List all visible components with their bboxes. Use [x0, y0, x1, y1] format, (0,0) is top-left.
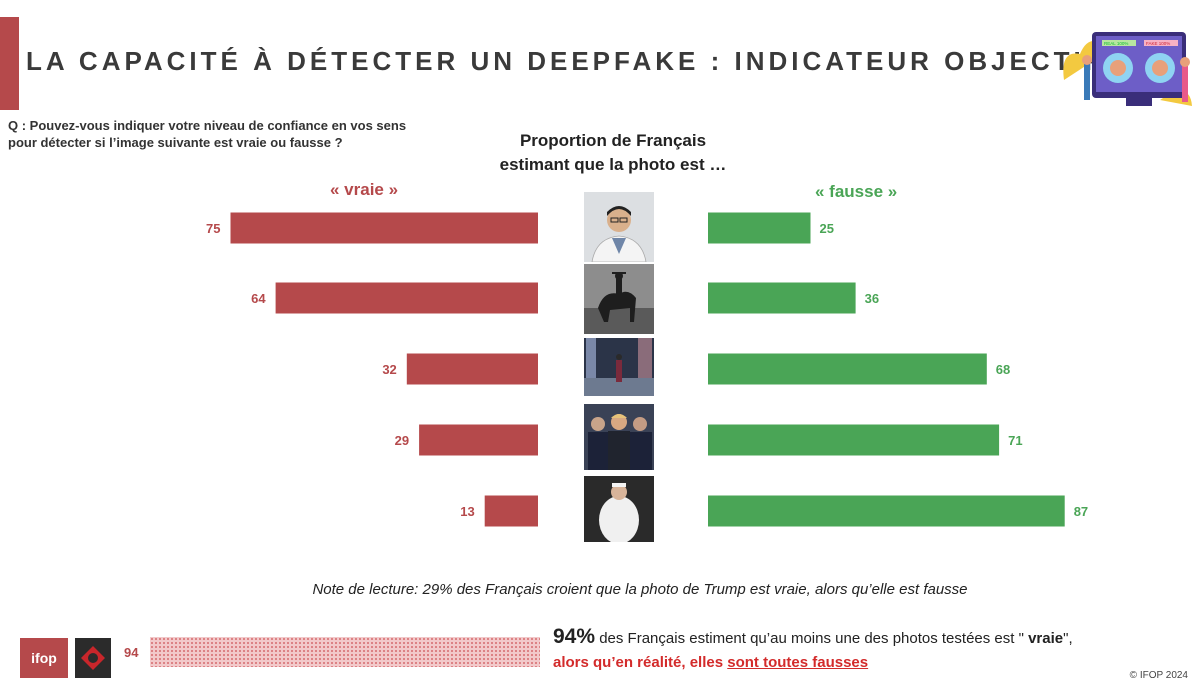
- bottom-summary-text: 94% des Français estiment qu’au moins un…: [553, 625, 1073, 675]
- bottom-red-underlined: sont toutes fausses: [727, 654, 868, 671]
- bottom-red-text: alors qu’en réalité, elles: [553, 654, 727, 671]
- bar-fausse-0: [708, 213, 811, 244]
- bar-fausse-4: [708, 496, 1065, 527]
- deepfake-illustration: REAL 100% FAKE 100%: [1060, 10, 1198, 114]
- bar-fausse-3: [708, 425, 999, 456]
- bar-vraie-4: [485, 496, 538, 527]
- label-vraie-4: 13: [460, 504, 474, 519]
- bar-vraie-2: [407, 354, 538, 385]
- bar-vraie-1: [276, 283, 538, 314]
- ifop-logo: ifop: [20, 638, 68, 678]
- bottom-text-1-end: ",: [1063, 630, 1073, 647]
- illus-real-label: REAL 100%: [1104, 41, 1128, 46]
- partner-logo: [75, 638, 111, 678]
- pope-white-puffer-photo: [584, 476, 654, 542]
- bar-fausse-2: [708, 354, 987, 385]
- trump-arrest-photo: [584, 404, 654, 470]
- reading-note: Note de lecture: 29% des Français croien…: [0, 581, 1200, 598]
- label-vraie-0: 75: [206, 221, 220, 236]
- city-night-figure-photo: [584, 338, 654, 396]
- copyright: © IFOP 2024: [1130, 670, 1188, 681]
- bar-vraie-0: [231, 213, 539, 244]
- bottom-bold-word: vraie: [1028, 630, 1063, 647]
- label-fausse-0: 25: [820, 221, 834, 236]
- bottom-bar-value: 94: [124, 645, 138, 660]
- bottom-summary-bar: [150, 637, 540, 667]
- bar-vraie-3: [419, 425, 538, 456]
- label-fausse-4: 87: [1074, 504, 1088, 519]
- label-fausse-2: 68: [996, 362, 1010, 377]
- doctor-portrait-photo: [584, 192, 654, 262]
- label-vraie-2: 32: [382, 362, 396, 377]
- horse-rider-photo: [584, 264, 654, 334]
- label-vraie-1: 64: [251, 291, 266, 306]
- illus-fake-label: FAKE 100%: [1146, 41, 1170, 46]
- bottom-text-1: des Français estiment qu’au moins une de…: [595, 630, 1028, 647]
- label-fausse-1: 36: [865, 291, 879, 306]
- bottom-big-percent: 94%: [553, 625, 595, 648]
- label-vraie-3: 29: [395, 433, 409, 448]
- label-fausse-3: 71: [1008, 433, 1022, 448]
- bar-fausse-1: [708, 283, 856, 314]
